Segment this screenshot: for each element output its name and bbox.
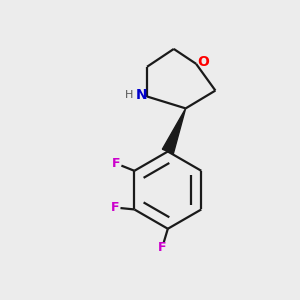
Text: N: N bbox=[135, 88, 147, 102]
Polygon shape bbox=[162, 108, 186, 154]
Text: F: F bbox=[111, 201, 119, 214]
Text: H: H bbox=[125, 90, 134, 100]
Text: O: O bbox=[198, 55, 209, 69]
Text: F: F bbox=[158, 241, 166, 254]
Text: F: F bbox=[112, 157, 121, 170]
